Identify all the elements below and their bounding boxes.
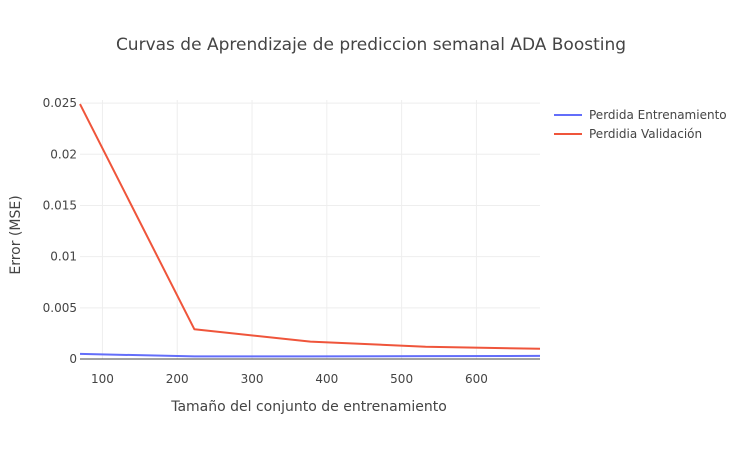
x-tick-label: 500 — [390, 372, 413, 386]
x-tick-label: 400 — [315, 372, 338, 386]
x-tick-label: 100 — [91, 372, 114, 386]
y-tick-label: 0 — [69, 352, 77, 366]
y-tick-label: 0.02 — [50, 147, 77, 161]
y-axis-ticks: 0 0.005 0.01 0.015 0.02 0.025 — [43, 96, 77, 366]
chart-title: Curvas de Aprendizaje de prediccion sema… — [116, 35, 626, 55]
x-tick-label: 300 — [241, 372, 264, 386]
legend[interactable]: Perdida Entrenamiento Perdidia Validación — [554, 108, 727, 141]
legend-label-1: Perdida Entrenamiento — [589, 108, 727, 122]
x-tick-label: 600 — [465, 372, 488, 386]
x-axis-ticks: 100 200 300 400 500 600 — [91, 372, 488, 386]
x-axis-title: Tamaño del conjunto de entrenamiento — [170, 399, 447, 415]
x-tick-label: 200 — [166, 372, 189, 386]
y-tick-label: 0.025 — [43, 96, 77, 110]
series-line-1 — [79, 352, 541, 358]
y-axis-title: Error (MSE) — [8, 195, 24, 274]
series-line-2 — [79, 103, 541, 350]
y-tick-label: 0.005 — [43, 301, 77, 315]
grid-lines — [80, 100, 540, 360]
series-lines — [79, 103, 541, 358]
y-tick-label: 0.01 — [50, 250, 77, 264]
legend-label-2: Perdidia Validación — [589, 127, 702, 141]
y-tick-label: 0.015 — [43, 198, 77, 212]
